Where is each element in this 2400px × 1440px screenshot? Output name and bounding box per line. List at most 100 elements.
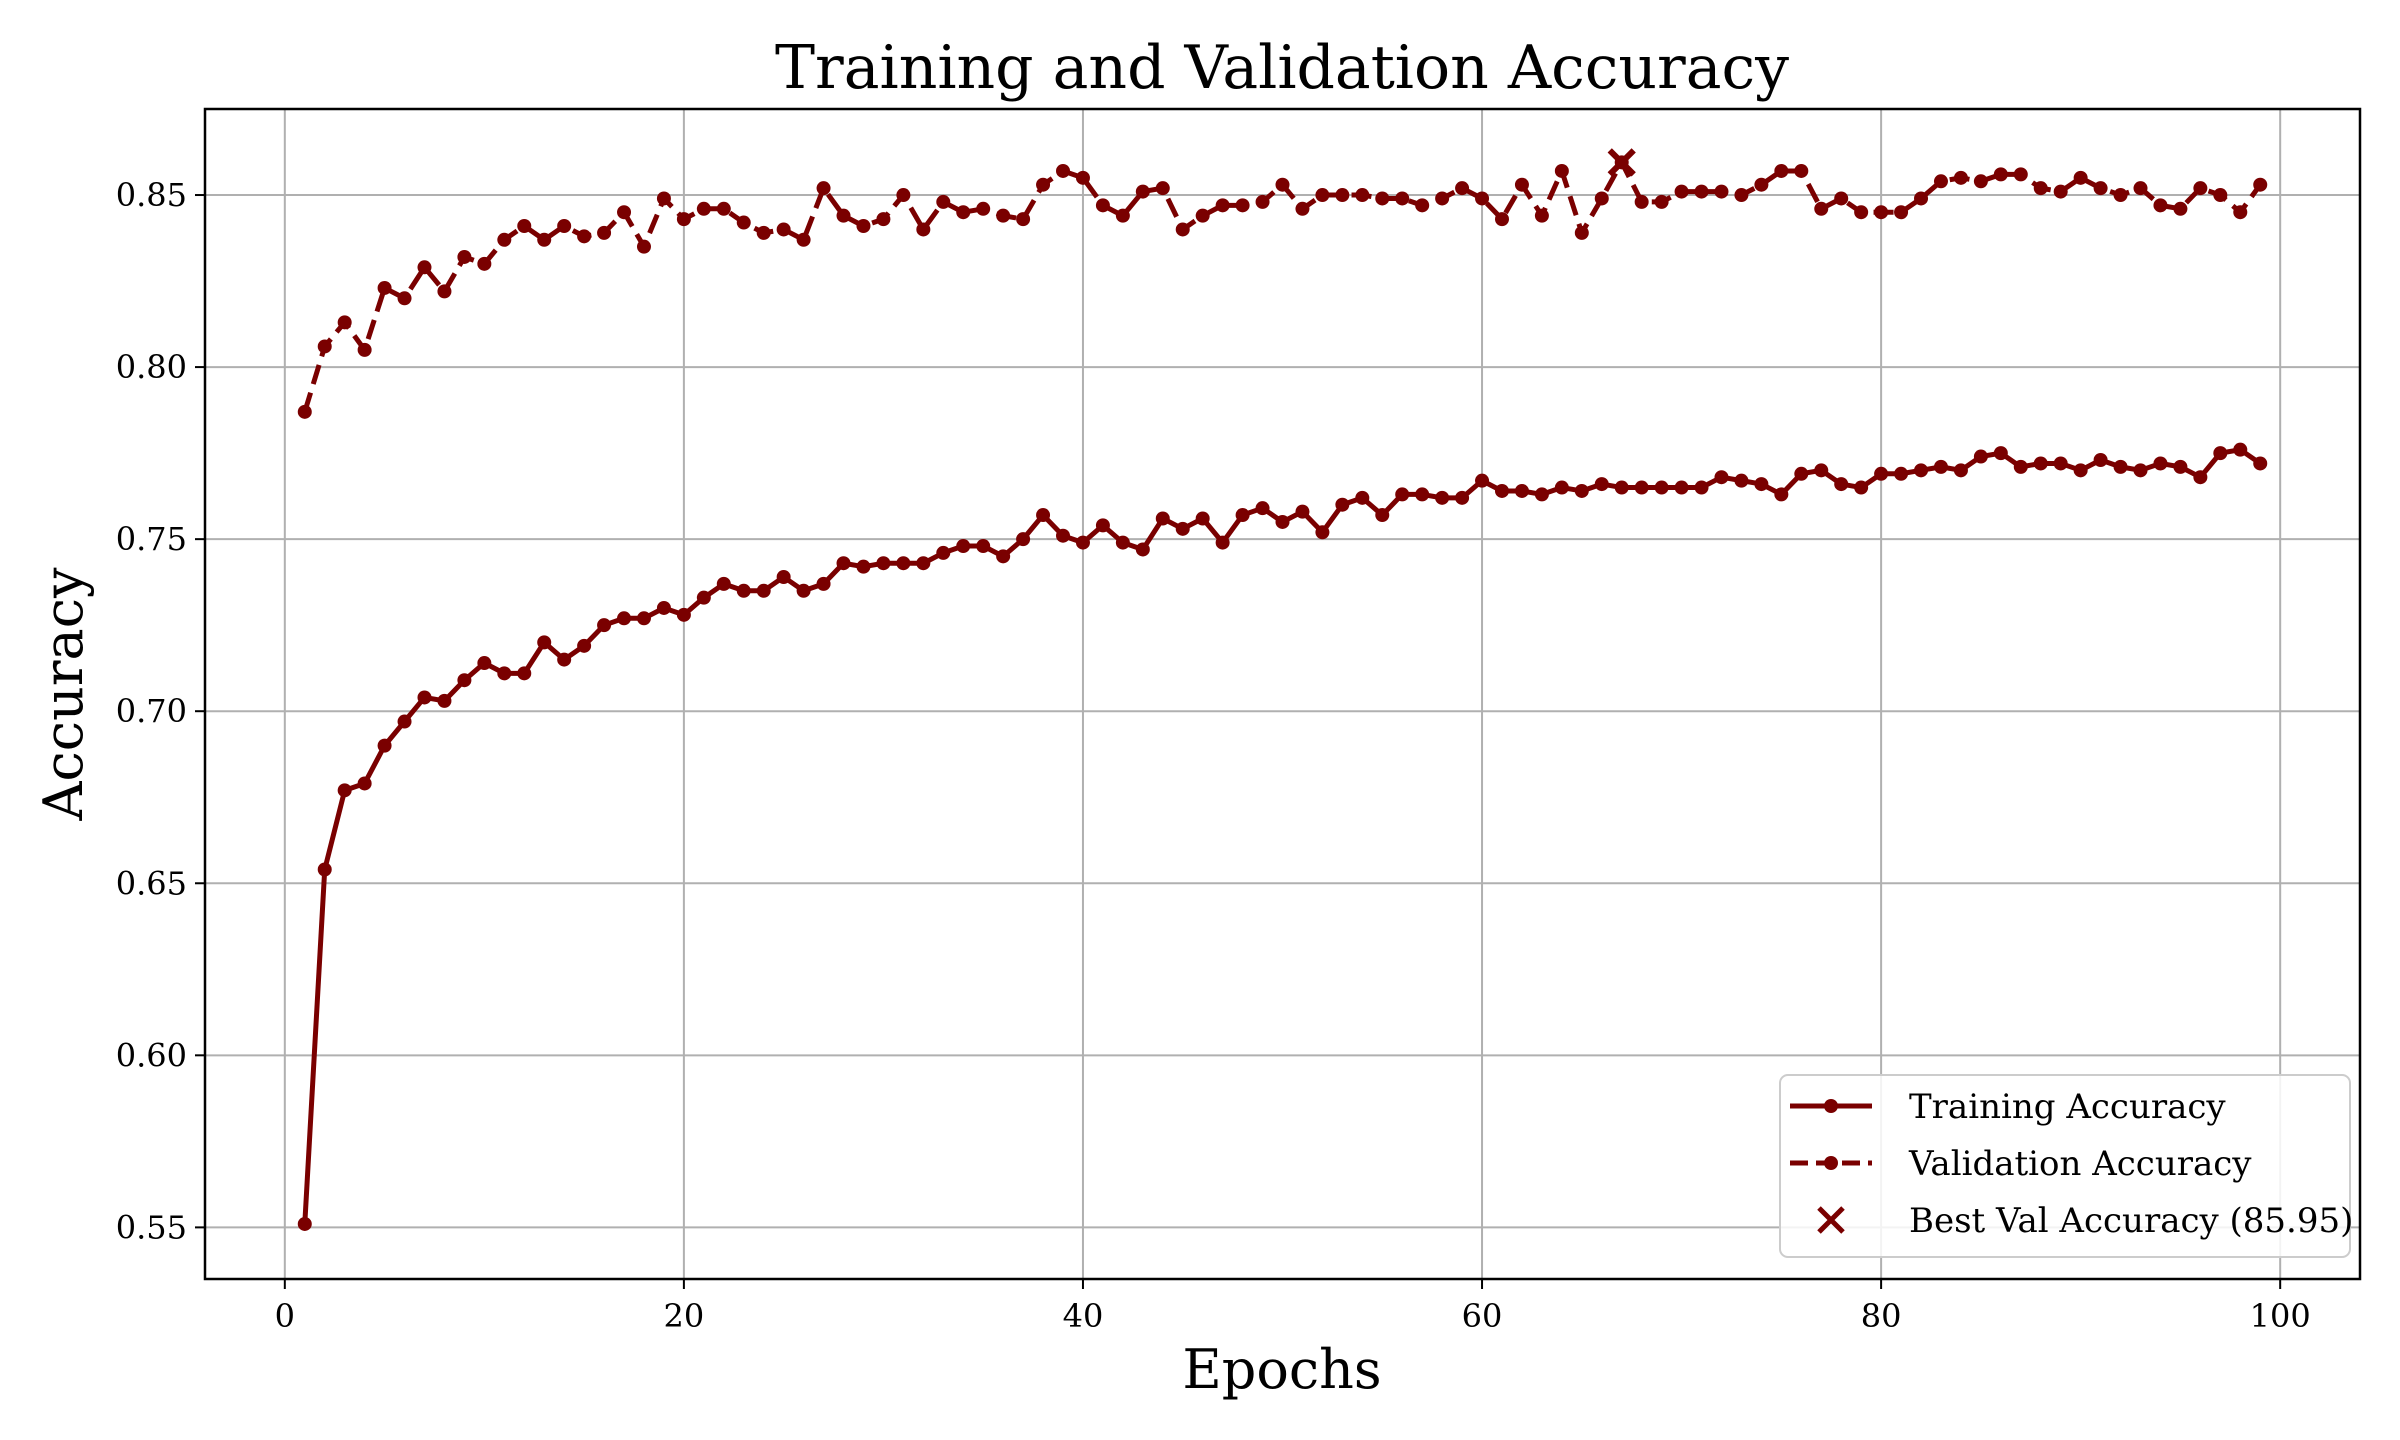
validation-point — [636, 239, 651, 254]
training-point — [896, 556, 911, 571]
validation-point — [696, 201, 711, 216]
training-point — [1056, 528, 1071, 543]
validation-point — [816, 181, 831, 196]
validation-point — [936, 194, 951, 209]
training-point — [996, 549, 1011, 564]
training-point — [1614, 480, 1629, 495]
training-point — [916, 556, 931, 571]
validation-point — [1056, 163, 1071, 178]
legend-best-label: Best Val Accuracy (85.95) — [1909, 1201, 2353, 1241]
validation-point — [1494, 212, 1509, 227]
validation-point — [656, 191, 671, 206]
validation-point — [976, 201, 991, 216]
training-point — [1215, 535, 1230, 550]
validation-point — [1594, 191, 1609, 206]
training-point — [537, 635, 552, 650]
validation-point — [2033, 181, 2048, 196]
training-point — [2093, 453, 2108, 467]
validation-point — [2173, 201, 2188, 216]
training-point — [636, 611, 651, 626]
training-point — [1455, 490, 1470, 505]
y-tick-label: 0.75 — [116, 520, 187, 558]
validation-point — [1355, 188, 1370, 203]
training-point — [1854, 480, 1869, 495]
training-point — [696, 590, 711, 605]
validation-point — [557, 219, 572, 233]
legend-training-label: Training Accuracy — [1909, 1087, 2226, 1127]
legend-validation-label: Validation Accuracy — [1908, 1144, 2252, 1184]
validation-point — [796, 232, 811, 247]
training-point — [417, 690, 432, 705]
validation-point — [1554, 163, 1569, 178]
validation-point — [1175, 222, 1190, 237]
validation-point — [1634, 194, 1649, 209]
validation-point — [517, 219, 532, 233]
x-tick-label: 80 — [1861, 1297, 1902, 1335]
training-point — [1075, 535, 1090, 550]
training-point — [617, 611, 632, 626]
validation-point — [1395, 191, 1410, 206]
training-point — [1594, 477, 1609, 492]
validation-point — [437, 284, 452, 299]
validation-point — [876, 212, 891, 227]
validation-point — [297, 404, 312, 419]
training-point — [1016, 532, 1031, 547]
legend: Training Accuracy Validation Accuracy Be… — [1779, 1074, 2353, 1258]
training-point — [1574, 483, 1589, 498]
training-point — [1694, 480, 1709, 495]
training-point — [2253, 456, 2268, 471]
validation-point — [996, 208, 1011, 223]
training-point — [1674, 480, 1689, 495]
training-series — [297, 442, 2268, 1231]
validation-point — [2133, 181, 2148, 196]
chart-title: Training and Validation Accuracy — [775, 33, 1789, 103]
training-point — [1714, 470, 1729, 485]
training-point — [1095, 518, 1110, 533]
training-point — [776, 570, 791, 584]
validation-point — [1714, 184, 1729, 199]
training-point — [756, 583, 771, 598]
validation-point — [2193, 181, 2208, 196]
training-point — [1814, 463, 1829, 478]
training-point — [1355, 490, 1370, 505]
training-point — [1415, 487, 1430, 502]
training-point — [1335, 497, 1350, 512]
plot-frame — [203, 107, 2362, 1281]
validation-point — [1095, 198, 1110, 213]
validation-point — [2053, 184, 2068, 199]
training-point — [477, 656, 492, 671]
validation-point — [1933, 174, 1948, 189]
validation-point — [537, 232, 552, 247]
validation-point — [2253, 177, 2268, 192]
training-point — [876, 556, 891, 571]
training-point — [1255, 501, 1270, 516]
y-tick-label: 0.70 — [116, 692, 187, 730]
validation-point — [1335, 188, 1350, 203]
training-point — [2033, 456, 2048, 471]
training-point — [437, 693, 452, 708]
validation-point — [1275, 177, 1290, 192]
training-point — [1275, 514, 1290, 529]
legend-validation-swatch-marker — [1824, 1156, 1838, 1170]
validation-point — [1814, 201, 1829, 216]
y-tick-label: 0.55 — [116, 1208, 187, 1246]
validation-point — [577, 229, 592, 244]
training-point — [1953, 463, 1968, 478]
validation-point — [1534, 208, 1549, 223]
training-point — [1036, 508, 1051, 523]
validation-point — [1993, 167, 2008, 182]
training-point — [1973, 449, 1988, 464]
y-tick-label: 0.85 — [116, 176, 187, 214]
training-point — [517, 666, 532, 681]
validation-point — [2093, 181, 2108, 196]
validation-point — [1774, 163, 1789, 178]
training-point — [796, 583, 811, 598]
training-point — [1475, 473, 1490, 488]
validation-point — [2013, 167, 2028, 182]
training-point — [1654, 480, 1669, 495]
validation-point — [1694, 184, 1709, 199]
validation-point — [896, 188, 911, 203]
training-point — [956, 539, 971, 554]
validation-point — [1953, 170, 1968, 185]
